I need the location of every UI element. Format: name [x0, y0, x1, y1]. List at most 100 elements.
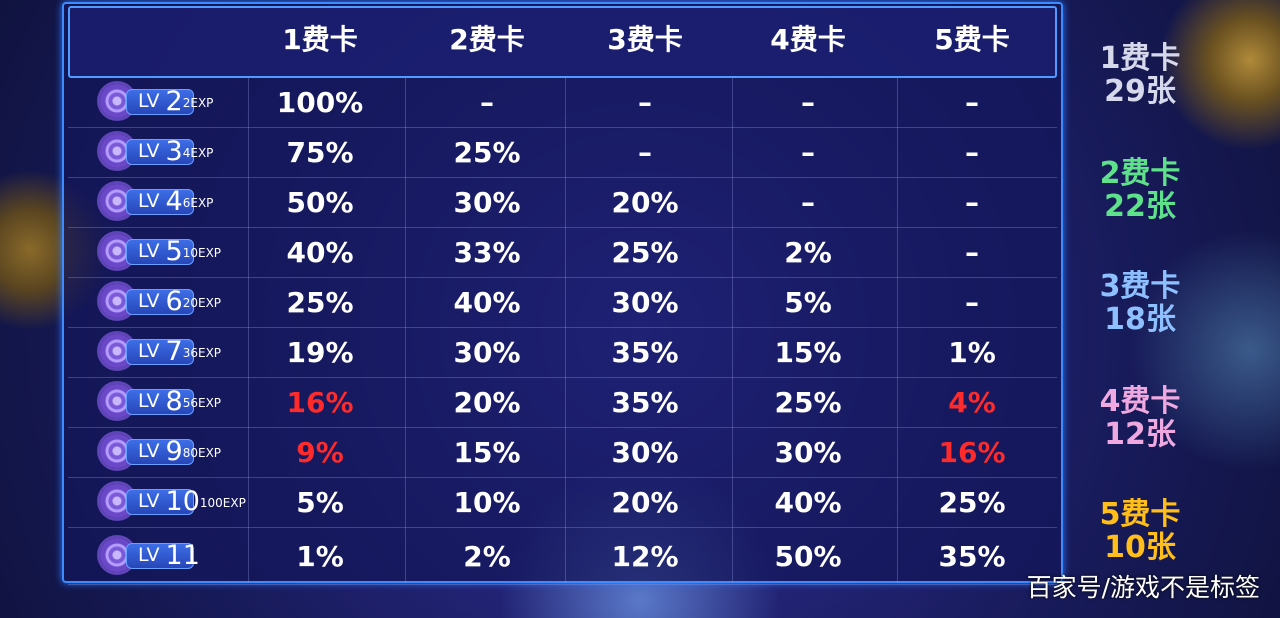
odds-cell: 1%: [296, 539, 344, 573]
card-pool-count: 5费卡 10张: [1070, 498, 1210, 564]
table-row: [68, 78, 1057, 128]
level-pill: [126, 239, 194, 265]
pool-count: 22张: [1104, 189, 1176, 224]
level-pill: [126, 139, 194, 165]
level-number: 2: [165, 86, 183, 117]
level-badge: LV 510EXP: [100, 234, 250, 268]
level-pill: [126, 439, 194, 465]
level-label: LV 46EXP: [138, 186, 214, 217]
level-badge: LV 11: [100, 537, 250, 572]
pool-cost: 3费卡: [1099, 269, 1181, 304]
card-pool-count: 3费卡 18张: [1070, 270, 1210, 336]
odds-cell: –: [965, 86, 979, 119]
odds-cell: 40%: [774, 486, 842, 519]
level-label: LV 22EXP: [138, 86, 214, 117]
odds-cell: 20%: [611, 486, 679, 519]
odds-cell: 20%: [453, 386, 521, 419]
level-number: 6: [165, 286, 183, 317]
odds-cell: –: [638, 86, 652, 119]
odds-cell: 20%: [611, 186, 679, 219]
pool-cost: 1费卡: [1099, 41, 1181, 76]
level-number: 9: [165, 436, 183, 467]
odds-cell: 2%: [463, 539, 511, 573]
level-number: 5: [165, 236, 183, 267]
odds-cell: 10%: [453, 486, 521, 519]
level-badge: LV 10100EXP: [100, 484, 250, 518]
level-badge: LV 22EXP: [100, 84, 250, 118]
card-pool-count: 1费卡 29张: [1070, 42, 1210, 108]
table-row: [68, 228, 1057, 278]
level-exp: 4EXP: [182, 146, 214, 160]
odds-cell: 25%: [286, 286, 354, 319]
level-badge: LV 736EXP: [100, 334, 250, 368]
odds-cell: 2%: [784, 236, 832, 269]
table-row: [68, 128, 1057, 178]
odds-cell: –: [480, 86, 494, 119]
level-exp: 56EXP: [182, 396, 222, 410]
level-exp: 100EXP: [199, 496, 246, 510]
pool-cost: 2费卡: [1099, 156, 1181, 191]
odds-cell: 40%: [453, 286, 521, 319]
odds-cell: 35%: [938, 539, 1006, 573]
level-label: LV 980EXP: [138, 436, 222, 467]
level-pill: [126, 289, 194, 315]
pool-count: 29张: [1104, 74, 1176, 109]
level-exp: 36EXP: [182, 346, 222, 360]
level-number: 7: [165, 336, 183, 367]
level-number: 4: [165, 186, 183, 217]
level-number: 11: [165, 539, 200, 571]
level-pill: [126, 189, 194, 215]
table-row: [68, 178, 1057, 228]
odds-cell: –: [965, 136, 979, 169]
level-pill: [126, 89, 194, 115]
card-pool-count: 2费卡 22张: [1070, 157, 1210, 223]
level-exp: 80EXP: [182, 446, 222, 460]
level-label: LV 10100EXP: [138, 486, 246, 517]
level-pill: [126, 389, 194, 415]
column-divider: [897, 78, 898, 583]
odds-cell: 25%: [611, 236, 679, 269]
odds-cell: –: [801, 86, 815, 119]
column-divider: [565, 78, 566, 583]
odds-cell: 12%: [611, 539, 679, 573]
odds-cell: 9%: [296, 436, 344, 469]
odds-cell: 30%: [453, 336, 521, 369]
odds-cell: 5%: [784, 286, 832, 319]
level-label: LV 856EXP: [138, 386, 222, 417]
level-number: 8: [165, 386, 183, 417]
level-label: LV 620EXP: [138, 286, 222, 317]
level-label: LV 11: [138, 539, 200, 571]
level-badge: LV 34EXP: [100, 134, 250, 168]
table-row: [68, 378, 1057, 428]
odds-cell: 15%: [453, 436, 521, 469]
level-exp: 20EXP: [182, 296, 222, 310]
watermark: 百家号/游戏不是标签: [1026, 573, 1260, 602]
odds-cell: 25%: [453, 136, 521, 169]
odds-table-panel: [62, 2, 1063, 583]
odds-cell: 50%: [286, 186, 354, 219]
odds-cell: 35%: [611, 386, 679, 419]
odds-cell: 30%: [611, 436, 679, 469]
odds-cell: 19%: [286, 336, 354, 369]
column-header: 3费卡: [607, 23, 683, 56]
level-number: 10: [165, 486, 200, 517]
odds-cell: 16%: [286, 386, 354, 419]
column-divider: [405, 78, 406, 583]
table-header: [68, 6, 1057, 78]
level-pill: [126, 542, 194, 569]
odds-cell: 5%: [296, 486, 344, 519]
pool-count: 12张: [1104, 417, 1176, 452]
level-exp: 10EXP: [182, 246, 222, 260]
column-header: 1费卡: [282, 23, 358, 56]
table-row: [68, 478, 1057, 528]
level-exp: 6EXP: [182, 196, 214, 210]
table-row: [68, 278, 1057, 328]
odds-cell: 33%: [453, 236, 521, 269]
odds-cell: –: [965, 286, 979, 319]
column-header: 2费卡: [449, 23, 525, 56]
odds-cell: 30%: [611, 286, 679, 319]
level-label: LV 736EXP: [138, 336, 222, 367]
odds-cell: –: [801, 136, 815, 169]
level-number: 3: [165, 136, 183, 167]
odds-cell: –: [965, 186, 979, 219]
